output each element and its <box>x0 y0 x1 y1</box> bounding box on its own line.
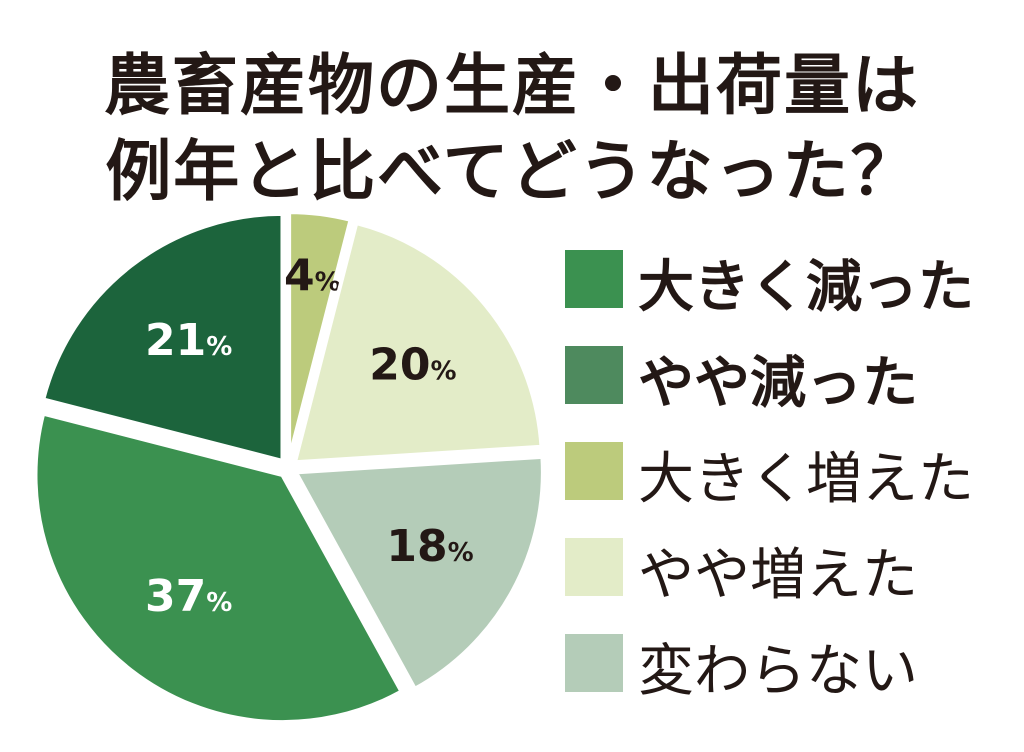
pie-data-label: 4% <box>284 250 341 301</box>
pie-data-label: 20% <box>369 340 456 391</box>
legend-label: 大きく増えた <box>638 447 974 512</box>
legend-swatch <box>565 538 623 596</box>
legend-label: 大きく減った <box>638 255 974 320</box>
pie-slice <box>287 210 353 460</box>
pie-data-label: 21% <box>145 315 232 366</box>
chart-title-line1: 農畜産物の生産・出荷量は <box>104 47 920 124</box>
legend-swatch <box>565 442 623 500</box>
pie-data-label: 37% <box>145 571 232 622</box>
chart-title-line2: 例年と比べてどうなった？ <box>105 133 919 210</box>
pie-chart: 4% 20% 18% 37% 21% <box>33 210 545 725</box>
legend-swatch <box>565 250 623 308</box>
legend-label: 変わらない <box>638 639 918 704</box>
pie-slice <box>292 454 545 692</box>
pie-slice <box>33 411 405 725</box>
legend-swatch <box>565 346 623 404</box>
pie-data-label: 18% <box>386 521 473 572</box>
legend-label: やや増えた <box>638 543 918 608</box>
pie-slice <box>292 220 544 465</box>
legend-label: やや減った <box>638 351 918 416</box>
legend-swatch <box>565 634 623 692</box>
pie-slice <box>40 211 285 464</box>
